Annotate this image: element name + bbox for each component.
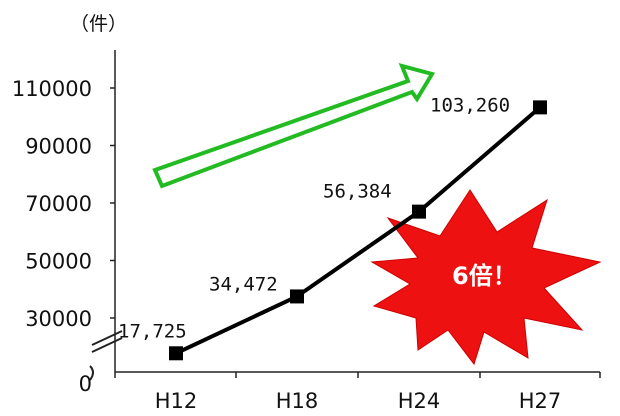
axis-break-mark xyxy=(89,330,123,381)
y-tick-label: 90000 xyxy=(25,135,92,159)
burst-shape xyxy=(370,189,602,366)
data-label: 34,472 xyxy=(209,273,278,295)
y-tick-label: 30000 xyxy=(25,307,92,331)
x-tick-label: H27 xyxy=(519,389,562,413)
data-label: 56,384 xyxy=(323,181,392,203)
data-label: 103,260 xyxy=(430,94,510,116)
y-tick-label: 70000 xyxy=(25,192,92,216)
y-tick-label: 110000 xyxy=(12,77,92,101)
data-label: 17,725 xyxy=(118,320,187,342)
series-line xyxy=(175,105,542,356)
y-unit-label: （件） xyxy=(70,13,127,35)
x-tick-label: H12 xyxy=(155,389,198,413)
y-tick-label: 50000 xyxy=(25,250,92,274)
y-tick-label: 0 xyxy=(79,372,92,396)
data-point-marker xyxy=(169,346,183,361)
data-point-marker xyxy=(290,289,304,304)
x-tick-label: H24 xyxy=(398,389,441,413)
trend-arrow xyxy=(152,63,436,189)
data-point-marker xyxy=(533,100,547,115)
data-point-marker xyxy=(412,204,426,219)
x-tick-label: H18 xyxy=(276,389,319,413)
burst-label: 6倍！ xyxy=(452,262,517,290)
